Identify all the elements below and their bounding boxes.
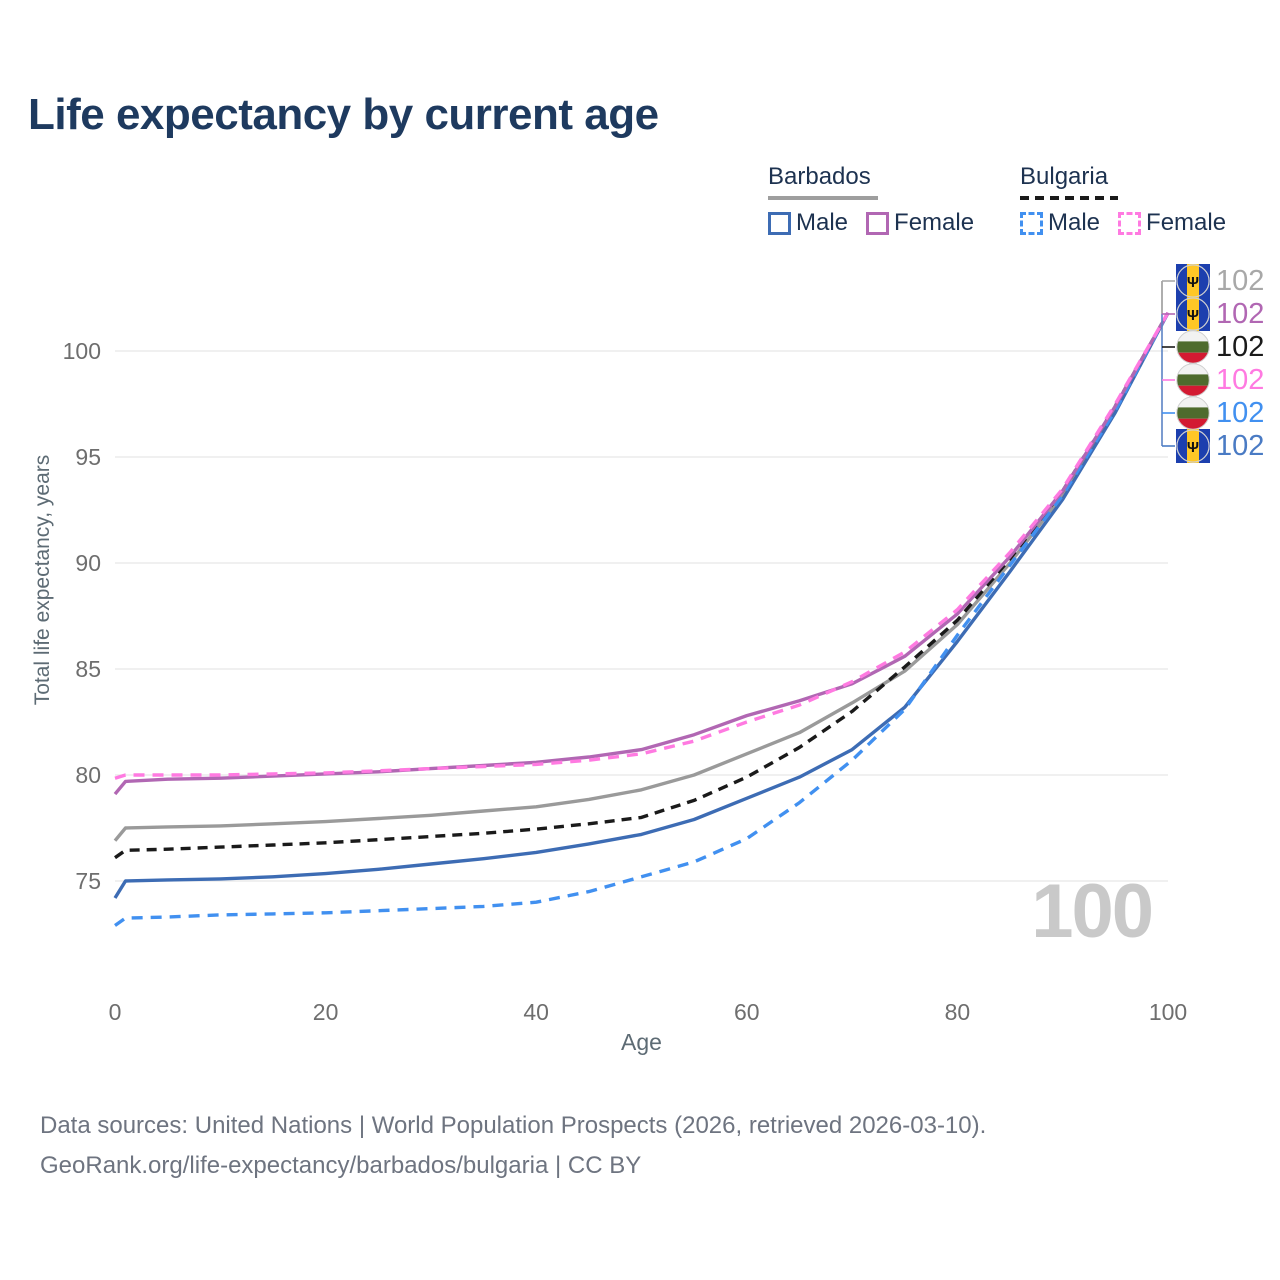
x-axis-title: Age <box>621 1029 662 1055</box>
legend-label-bulgaria-male[interactable]: Male <box>1048 209 1101 236</box>
end-label-barbados-0: Ψ 102 <box>1176 264 1264 298</box>
x-tick-40: 40 <box>523 999 549 1025</box>
end-label-value: 102 <box>1216 297 1265 330</box>
series-line-barbados-both <box>113 311 1170 842</box>
trident-icon: Ψ <box>1187 307 1199 324</box>
end-label-value: 102 <box>1216 363 1265 396</box>
legend-label-barbados-female[interactable]: Female <box>894 209 975 236</box>
end-label-barbados-5: Ψ 102 <box>1176 429 1264 463</box>
series-line-bulgaria-male <box>114 311 1170 927</box>
bulgaria-flag-icon <box>1176 396 1210 430</box>
x-tick-80: 80 <box>945 999 971 1025</box>
end-label-barbados-1: Ψ 102 <box>1176 297 1264 331</box>
age-watermark: 100 <box>1031 869 1154 954</box>
y-tick-80: 80 <box>75 762 101 788</box>
bulgaria-flag-icon <box>1176 363 1210 397</box>
legend-group-title-bulgaria[interactable]: Bulgaria <box>1020 163 1109 190</box>
x-tick-100: 100 <box>1149 999 1187 1025</box>
trident-icon: Ψ <box>1187 439 1199 456</box>
end-label-bulgaria-4: 102 <box>1176 396 1264 430</box>
footer-attribution-link: GeoRank.org/life-expectancy/barbados/bul… <box>40 1152 642 1179</box>
legend-underline-bulgaria <box>1020 196 1118 200</box>
legend-group-title-barbados[interactable]: Barbados <box>768 163 871 190</box>
legend-swatch-barbados-female[interactable] <box>866 211 890 235</box>
end-label-value: 102 <box>1216 396 1265 429</box>
x-tick-60: 60 <box>734 999 760 1025</box>
barbados-flag-icon: Ψ <box>1176 264 1210 298</box>
end-label-bulgaria-3: 102 <box>1176 363 1264 397</box>
barbados-flag-icon: Ψ <box>1176 297 1210 331</box>
legend-swatch-bulgaria-female[interactable] <box>1118 211 1142 235</box>
y-tick-100: 100 <box>63 338 101 364</box>
legend-swatch-barbados-male[interactable] <box>768 211 791 235</box>
footer: Data sources: United Nations | World Pop… <box>40 1106 986 1186</box>
legend-underline-barbados <box>768 196 878 200</box>
end-label-value: 102 <box>1216 264 1265 297</box>
legend-label-barbados-male[interactable]: Male <box>796 209 849 236</box>
series-line-bulgaria-female <box>114 311 1170 780</box>
series-line-barbados-male <box>113 312 1170 899</box>
legend-label-bulgaria-female[interactable]: Female <box>1146 209 1227 236</box>
series-line-barbados-female <box>113 311 1170 796</box>
x-tick-0: 0 <box>109 999 122 1025</box>
page-title: Life expectancy by current age <box>28 90 659 139</box>
end-label-value: 102 <box>1216 330 1265 363</box>
end-label-bulgaria-2: 102 <box>1176 330 1264 364</box>
legend-group-bulgaria: Bulgaria Male Female <box>1020 163 1244 237</box>
end-label-value: 102 <box>1216 429 1265 462</box>
y-tick-85: 85 <box>75 656 101 682</box>
x-tick-20: 20 <box>313 999 339 1025</box>
legend-group-barbados: Barbados Male Female <box>768 163 992 237</box>
y-tick-90: 90 <box>75 550 101 576</box>
y-tick-75: 75 <box>75 868 101 894</box>
trident-icon: Ψ <box>1187 274 1199 291</box>
legend-swatch-bulgaria-male[interactable] <box>1020 211 1043 235</box>
y-tick-95: 95 <box>75 444 101 470</box>
footer-data-sources: Data sources: United Nations | World Pop… <box>40 1112 987 1139</box>
barbados-flag-icon: Ψ <box>1176 429 1210 463</box>
bulgaria-flag-icon <box>1176 330 1210 364</box>
y-axis-title: Total life expectancy, years <box>31 454 54 706</box>
